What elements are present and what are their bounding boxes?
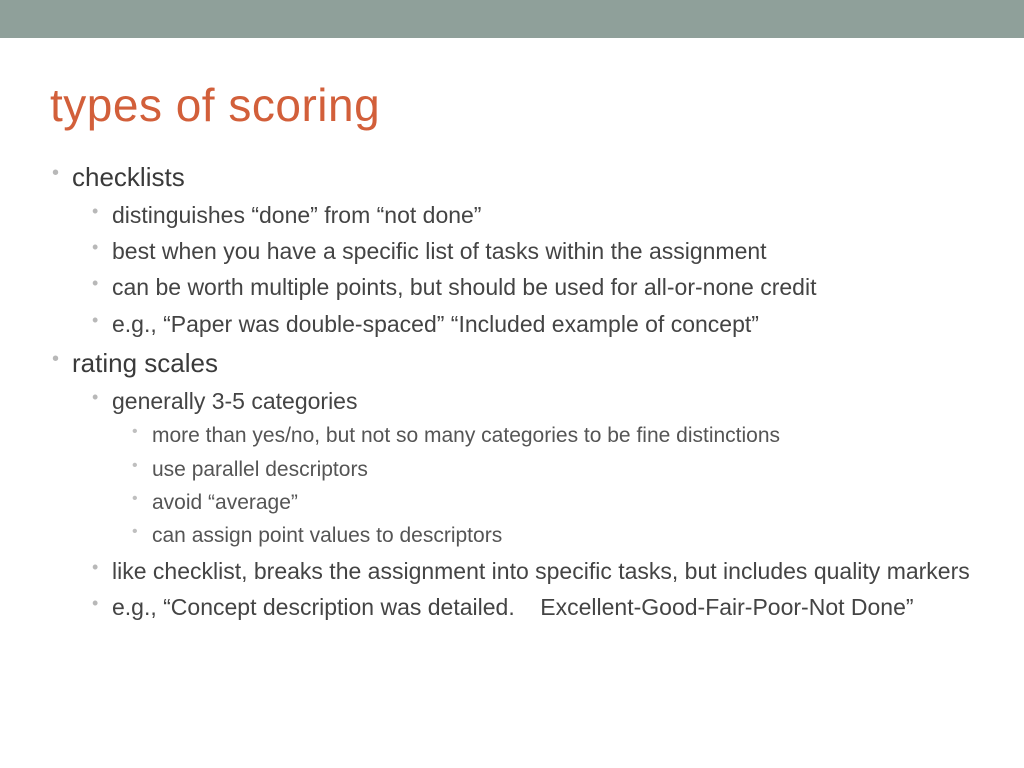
list-item: distinguishes “done” from “not done” [90,199,974,231]
list-item: use parallel descriptors [130,455,974,484]
list-item-text: can assign point values to descriptors [152,524,502,547]
list-item: checklists distinguishes “done” from “no… [50,160,974,340]
list-item-text: distinguishes “done” from “not done” [112,202,481,228]
top-accent-bar [0,0,1024,38]
list-item: generally 3-5 categories more than yes/n… [90,385,974,551]
slide-body: types of scoring checklists distinguishe… [0,38,1024,659]
list-item: rating scales generally 3-5 categories m… [50,346,974,623]
list-item: e.g., “Paper was double-spaced” “Include… [90,308,974,340]
list-item: avoid “average” [130,488,974,517]
list-item-text: rating scales [72,348,218,378]
bullet-list-lvl1: checklists distinguishes “done” from “no… [50,160,974,623]
list-item-text: avoid “average” [152,491,298,514]
list-item-text: e.g., “Concept description was detailed.… [112,594,914,620]
list-item: can assign point values to descriptors [130,521,974,550]
list-item: more than yes/no, but not so many catego… [130,421,974,450]
bullet-list-lvl2: generally 3-5 categories more than yes/n… [72,385,974,623]
list-item: can be worth multiple points, but should… [90,271,974,303]
slide-title: types of scoring [50,78,974,132]
list-item-text: more than yes/no, but not so many catego… [152,424,780,447]
list-item: best when you have a specific list of ta… [90,235,974,267]
list-item-text: like checklist, breaks the assignment in… [112,558,970,584]
list-item-text: generally 3-5 categories [112,388,357,414]
list-item-text: use parallel descriptors [152,458,368,481]
bullet-list-lvl3: more than yes/no, but not so many catego… [112,421,974,551]
list-item: e.g., “Concept description was detailed.… [90,591,974,623]
list-item-text: best when you have a specific list of ta… [112,238,767,264]
bullet-list-lvl2: distinguishes “done” from “not done” bes… [72,199,974,340]
list-item: like checklist, breaks the assignment in… [90,555,974,587]
list-item-text: checklists [72,162,185,192]
list-item-text: can be worth multiple points, but should… [112,274,816,300]
list-item-text: e.g., “Paper was double-spaced” “Include… [112,311,759,337]
